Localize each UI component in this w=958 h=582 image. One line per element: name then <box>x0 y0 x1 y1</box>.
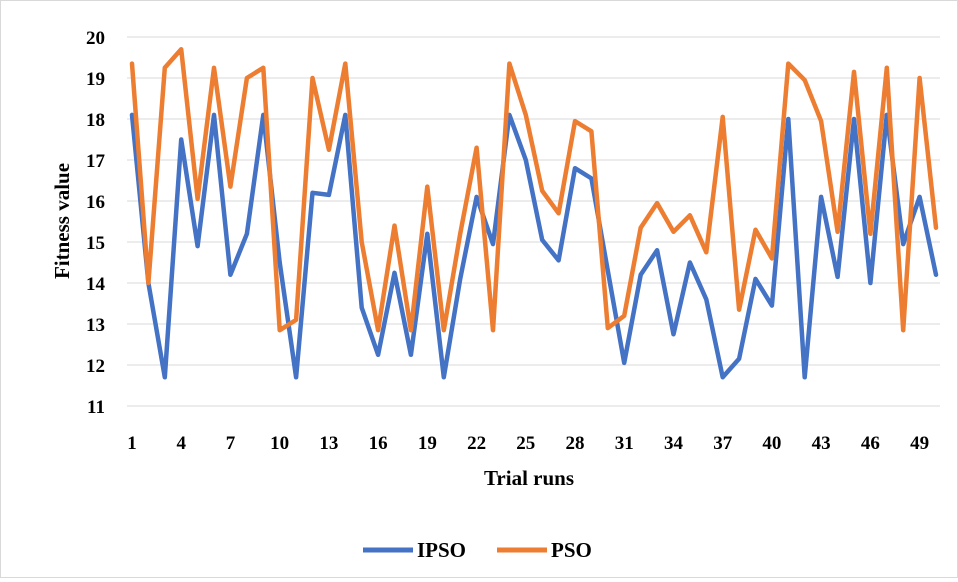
legend: IPSO PSO <box>363 538 592 562</box>
y-tick-label: 17 <box>86 151 106 172</box>
legend-label-ipso: IPSO <box>417 538 466 562</box>
y-tick-label: 20 <box>86 28 105 49</box>
x-tick-label: 37 <box>713 433 733 454</box>
y-tick-label: 13 <box>86 315 105 336</box>
x-tick-label: 49 <box>910 433 929 454</box>
y-tick-label: 11 <box>87 397 105 418</box>
y-tick-label: 15 <box>86 233 105 254</box>
x-axis-title: Trial runs <box>484 466 574 490</box>
y-tick-label: 14 <box>86 274 106 295</box>
x-tick-label: 16 <box>369 433 388 454</box>
legend-label-pso: PSO <box>551 538 592 562</box>
y-tick-label: 19 <box>86 69 105 90</box>
x-tick-label: 31 <box>615 433 634 454</box>
series-line-pso <box>129 47 939 333</box>
x-tick-label: 4 <box>176 433 186 454</box>
x-tick-label: 40 <box>762 433 781 454</box>
x-tick-label: 10 <box>270 433 289 454</box>
x-tick-label: 46 <box>861 433 880 454</box>
x-tick-label: 34 <box>664 433 684 454</box>
x-tick-labels: 1 4 7 10 13 16 19 22 25 28 31 34 37 40 43 46 49 <box>127 433 929 454</box>
y-tick-label: 12 <box>86 356 105 377</box>
x-tick-label: 1 <box>127 433 137 454</box>
x-tick-label: 28 <box>566 433 585 454</box>
x-tick-label: 7 <box>226 433 236 454</box>
x-tick-label: 19 <box>418 433 437 454</box>
y-tick-label: 16 <box>86 192 105 213</box>
x-tick-label: 13 <box>319 433 338 454</box>
x-tick-label: 25 <box>516 433 535 454</box>
x-tick-label: 43 <box>812 433 831 454</box>
x-tick-label: 22 <box>467 433 486 454</box>
y-tick-label: 18 <box>86 110 105 131</box>
y-axis-title: Fitness value <box>50 163 74 279</box>
series-lines <box>129 47 939 380</box>
y-tick-labels: 11 12 13 14 15 16 17 18 19 20 <box>86 28 106 418</box>
